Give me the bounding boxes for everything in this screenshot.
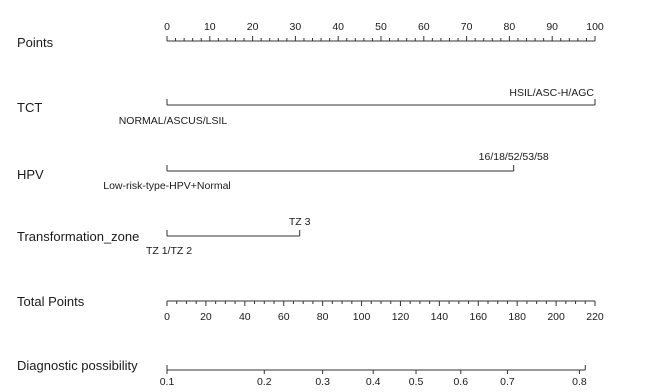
points-scale: 0 10 20 30 40 50 60 70 80 90 100 — [164, 21, 604, 42]
diagnostic-possibility-scale: 0.1 0.2 0.3 0.4 0.5 0.6 0.7 0.8 — [160, 365, 587, 388]
points-tick-label: 50 — [375, 21, 387, 33]
points-tick-label: 30 — [290, 21, 302, 33]
total-points-tick-label: 220 — [586, 311, 604, 323]
points-tick-label: 20 — [247, 21, 259, 33]
hpv-variable-axis: Low-risk-type-HPV+Normal 16/18/52/53/58 — [103, 151, 549, 192]
row-label-tct: TCT — [17, 100, 42, 115]
total-points-tick-label: 80 — [317, 311, 329, 323]
total-points-tick-label: 140 — [431, 311, 449, 323]
transformation-zone-category-label: TZ 1/TZ 2 — [146, 245, 192, 257]
total-points-tick-label: 100 — [353, 311, 371, 323]
row-label-diagnostic-possibility: Diagnostic possibility — [17, 358, 138, 373]
transformation-zone-category-label: TZ 3 — [289, 216, 311, 228]
hpv-category-label: 16/18/52/53/58 — [479, 151, 549, 163]
total-points-tick-label: 60 — [278, 311, 290, 323]
row-label-hpv: HPV — [17, 167, 44, 182]
diagnostic-possibility-tick-label: 0.8 — [572, 376, 587, 388]
points-tick-label: 10 — [204, 21, 216, 33]
points-tick-label: 90 — [546, 21, 558, 33]
row-label-points: Points — [17, 35, 54, 50]
points-tick-label: 40 — [332, 21, 344, 33]
diagnostic-possibility-tick-label: 0.2 — [257, 376, 272, 388]
diagnostic-possibility-tick-label: 0.7 — [500, 376, 515, 388]
points-tick-label: 80 — [504, 21, 516, 33]
transformation-zone-variable-axis: TZ 1/TZ 2 TZ 3 — [146, 216, 311, 257]
points-tick-label: 100 — [586, 21, 604, 33]
total-points-tick-label: 120 — [392, 311, 410, 323]
total-points-tick-label: 20 — [200, 311, 212, 323]
diagnostic-possibility-tick-label: 0.5 — [409, 376, 424, 388]
points-tick-label: 60 — [418, 21, 430, 33]
total-points-tick-label: 40 — [239, 311, 251, 323]
total-points-tick-label: 200 — [547, 311, 565, 323]
tct-variable-axis: NORMAL/ASCUS/LSIL HSIL/ASC-H/AGC — [119, 87, 596, 127]
diagnostic-possibility-tick-label: 0.4 — [366, 376, 381, 388]
total-points-tick-label: 180 — [508, 311, 526, 323]
points-tick-label: 0 — [164, 21, 170, 33]
diagnostic-possibility-tick-label: 0.1 — [160, 376, 175, 388]
points-tick-label: 70 — [461, 21, 473, 33]
row-label-transformation-zone: Transformation_zone — [17, 229, 139, 244]
diagnostic-possibility-tick-label: 0.6 — [453, 376, 468, 388]
row-label-total-points: Total Points — [17, 294, 85, 309]
total-points-tick-label: 160 — [470, 311, 488, 323]
total-points-tick-label: 0 — [164, 311, 170, 323]
diagnostic-possibility-tick-label: 0.3 — [315, 376, 330, 388]
tct-category-label: HSIL/ASC-H/AGC — [509, 87, 594, 99]
total-points-scale: 0 20 40 60 80 100 120 140 160 180 200 220 — [164, 300, 604, 323]
tct-category-label: NORMAL/ASCUS/LSIL — [119, 115, 228, 127]
hpv-category-label: Low-risk-type-HPV+Normal — [103, 180, 231, 192]
